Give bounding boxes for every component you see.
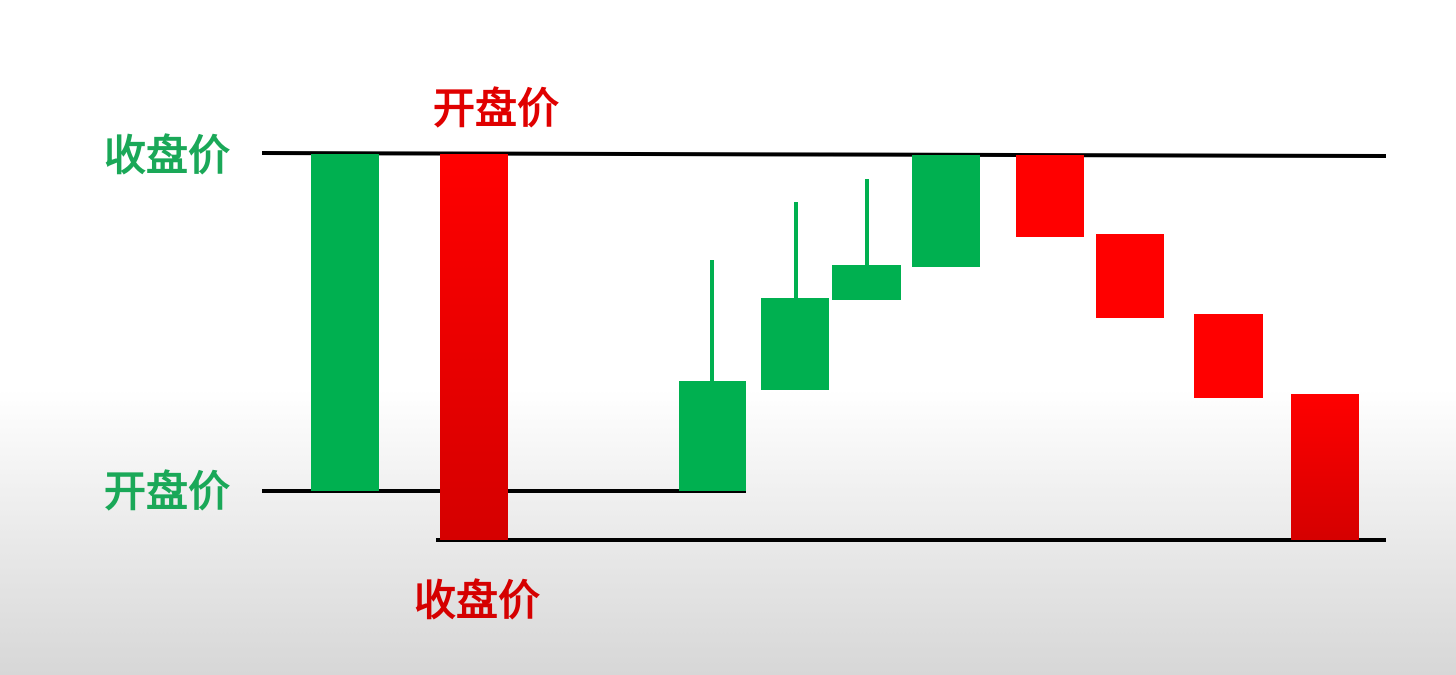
candle-3-body xyxy=(832,265,901,300)
candle-6-body xyxy=(1096,234,1164,318)
example-up-candle xyxy=(311,154,379,491)
candle-2-body xyxy=(761,298,829,390)
green-close-price-label: 收盘价 xyxy=(104,131,231,180)
candle-4-body xyxy=(912,155,980,267)
candle-3-wick xyxy=(865,179,869,266)
example-down-candle xyxy=(440,154,508,540)
candle-8-body xyxy=(1291,394,1359,540)
green-open-price-label: 开盘价 xyxy=(104,467,231,516)
candle-1-wick xyxy=(710,260,714,382)
candle-2-wick xyxy=(794,202,798,299)
top-reference-line xyxy=(261,151,1387,158)
candle-7-body xyxy=(1194,314,1263,398)
red-open-price-label: 开盘价 xyxy=(433,84,560,133)
red-close-price-label: 收盘价 xyxy=(414,576,541,625)
candle-1-body xyxy=(679,381,746,491)
candle-5-body xyxy=(1016,155,1084,237)
